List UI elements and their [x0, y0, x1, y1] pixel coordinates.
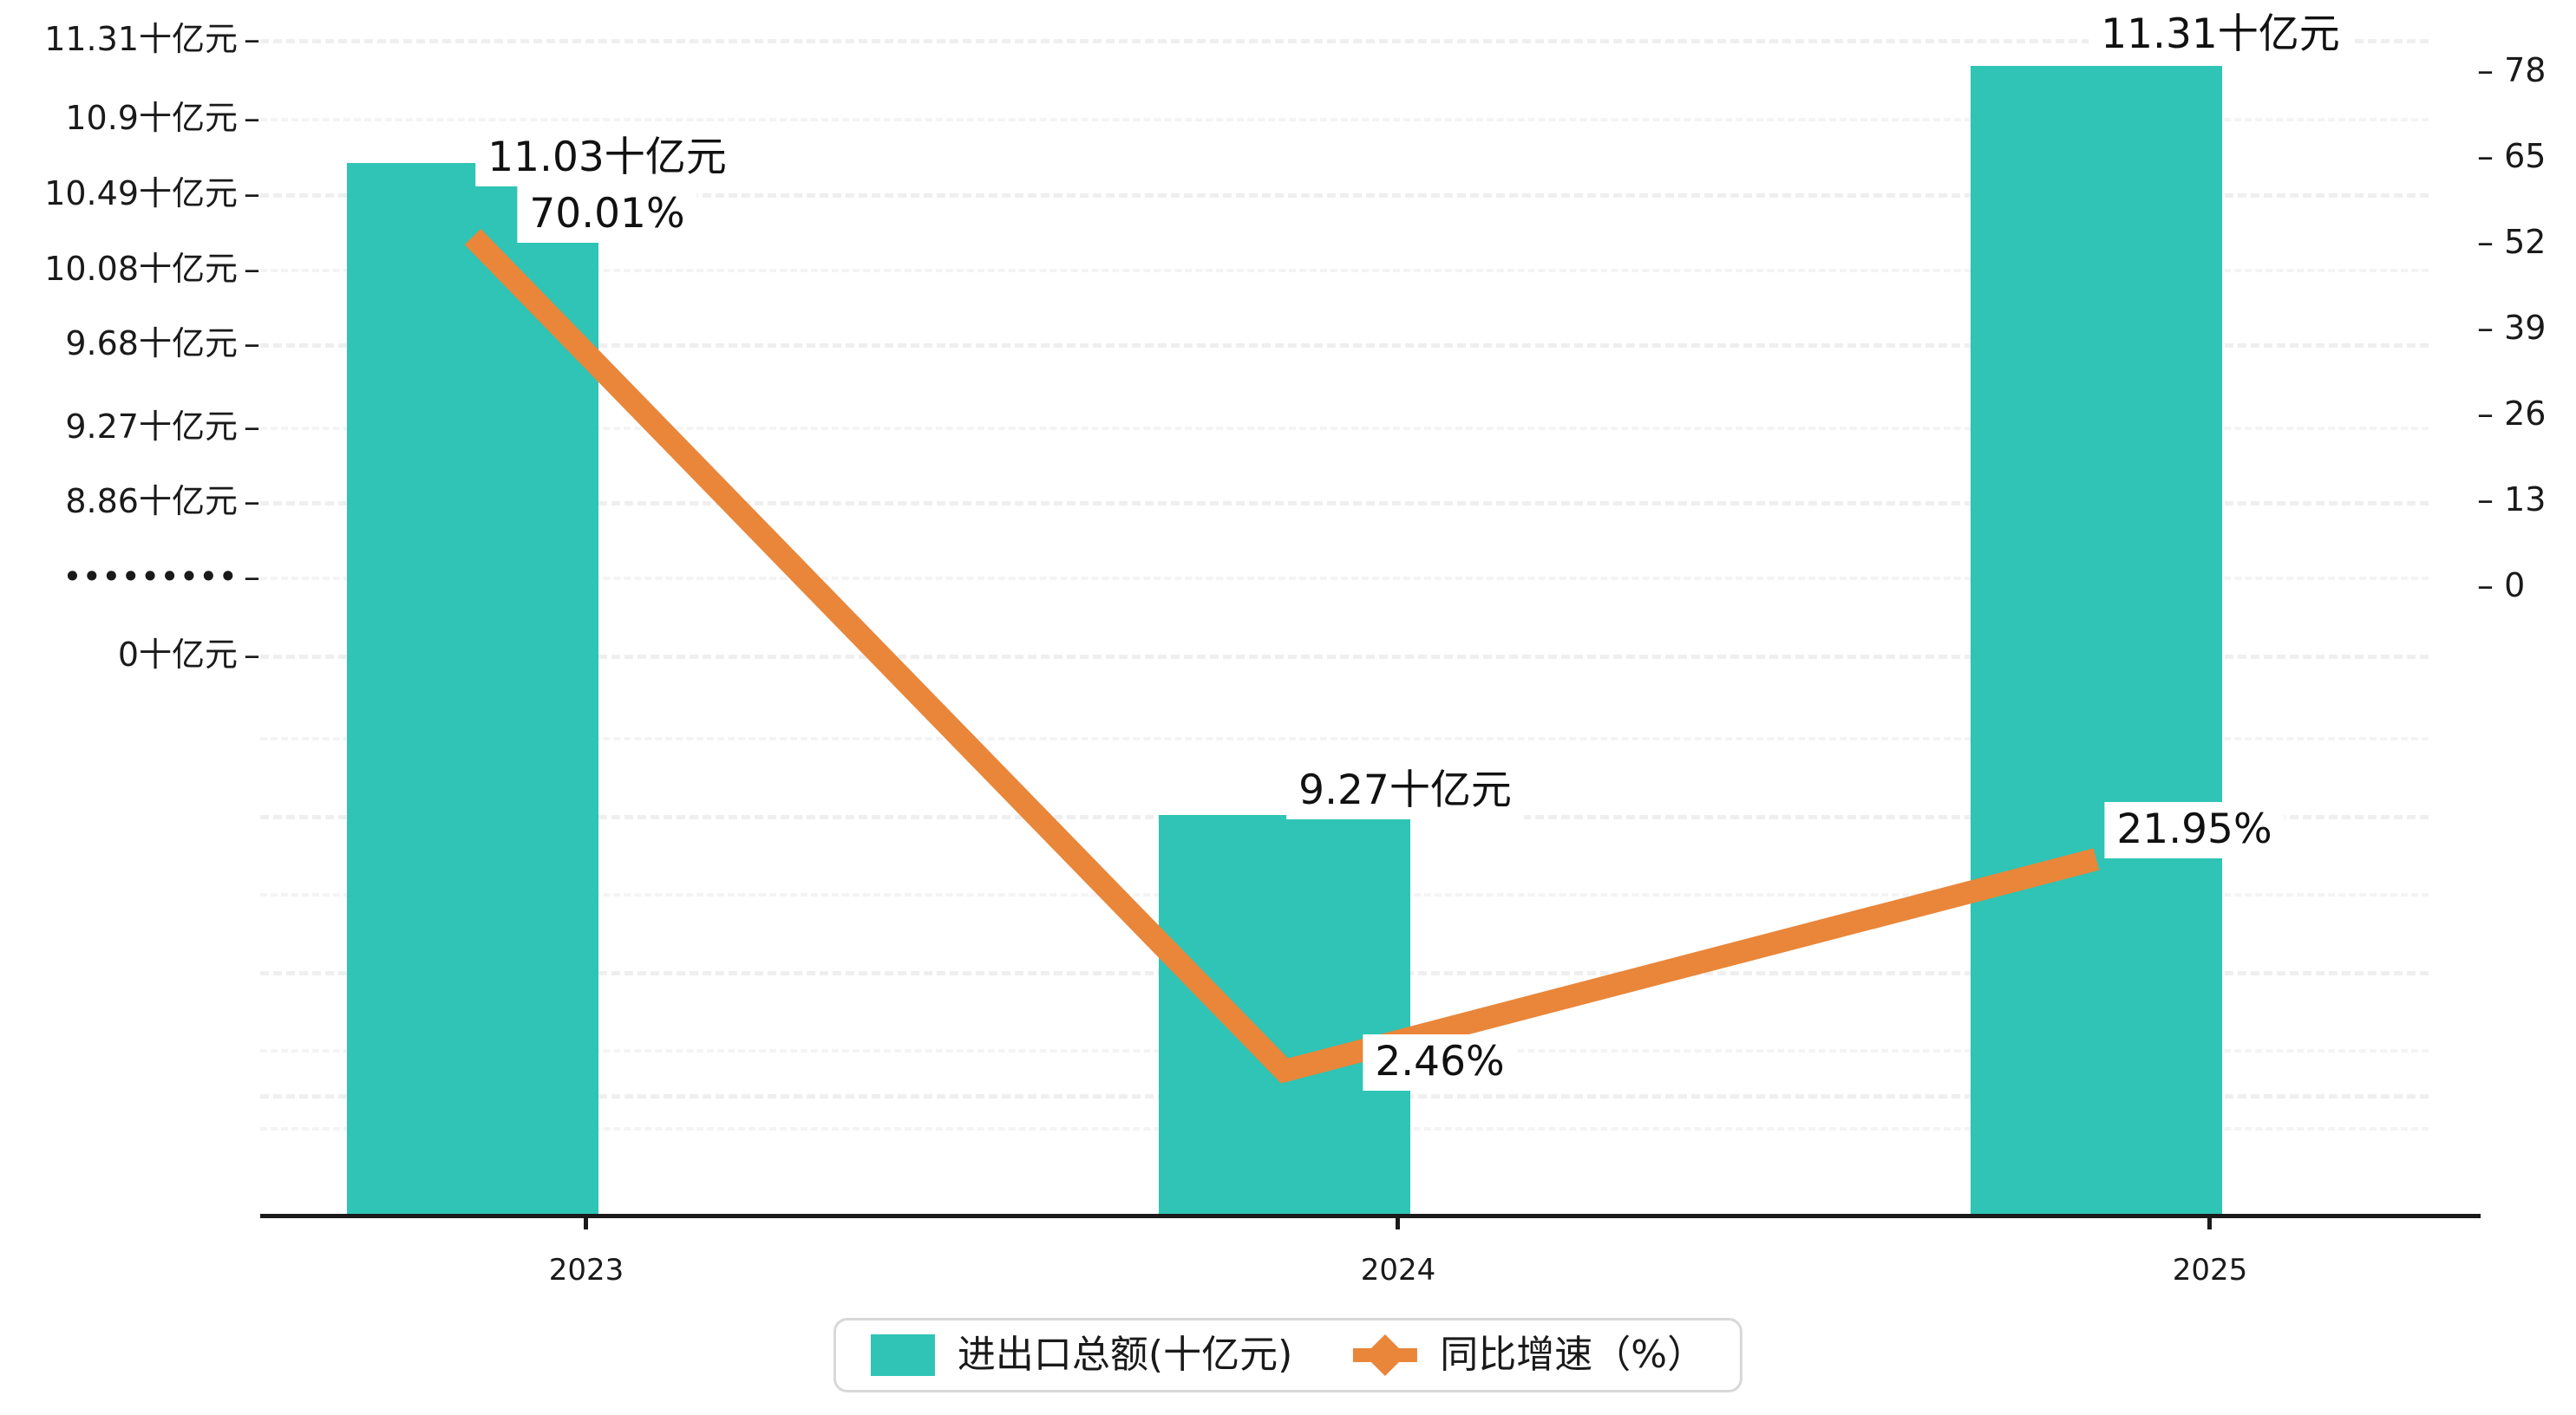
y-axis-right-tick: – 26 [2477, 395, 2547, 433]
x-axis-tickmark [1396, 1214, 1400, 1229]
y-axis-left-tick-break: ••••••••• – [62, 558, 260, 596]
y-axis-left-tick: 11.31十亿元 – [44, 20, 260, 58]
legend-item-line[interactable]: 同比增速（%） [1353, 1333, 1706, 1377]
x-axis-line [260, 1214, 2481, 1218]
x-axis-label-2023: 2023 [548, 1253, 624, 1288]
bar-2023[interactable] [347, 163, 598, 1214]
y-axis-left: 11.31十亿元 – 10.9十亿元 – 10.49十亿元 – 10.08十亿元… [0, 0, 260, 1415]
y-axis-right-tick: – 0 [2477, 566, 2526, 604]
x-axis-tickmark [2207, 1214, 2212, 1229]
legend-label-line: 同比增速（%） [1440, 1333, 1706, 1377]
x-axis-label-2025: 2025 [2172, 1253, 2248, 1288]
y-axis-left-tick: 10.9十亿元 – [65, 99, 260, 137]
x-axis-tickmark [584, 1214, 588, 1229]
y-axis-left-tick: 10.49十亿元 – [44, 174, 260, 212]
legend-item-bar[interactable]: 进出口总额(十亿元) [870, 1333, 1293, 1377]
bar-value-label-2024: 9.27十亿元 [1286, 763, 1524, 819]
line-value-label-2023: 70.01% [517, 186, 697, 243]
y-axis-left-tick: 8.86十亿元 – [65, 482, 260, 520]
y-axis-right: – 78 – 65 – 52 – 39 – 26 – 13 – 0 [2477, 0, 2576, 1415]
bar-value-label-2025: 11.31十亿元 [2089, 7, 2352, 63]
y-axis-left-tick: 9.27十亿元 – [65, 408, 260, 446]
line-value-label-2024: 2.46% [1363, 1034, 1517, 1091]
y-axis-right-tick: – 39 [2477, 309, 2547, 347]
bar-2025[interactable] [1971, 66, 2222, 1214]
y-axis-left-tick: 0十亿元 – [117, 636, 260, 674]
legend-swatch-line-diamond-icon [1353, 1333, 1418, 1377]
legend-swatch-square-icon [870, 1334, 935, 1376]
legend-label-bar: 进出口总额(十亿元) [957, 1333, 1293, 1377]
y-axis-right-tick: – 13 [2477, 480, 2547, 518]
y-axis-right-tick: – 52 [2477, 223, 2547, 261]
line-value-label-2025: 21.95% [2104, 802, 2285, 858]
y-axis-right-tick: – 78 [2477, 51, 2547, 89]
bar-value-label-2023: 11.03十亿元 [475, 130, 739, 186]
y-axis-right-tick: – 65 [2477, 137, 2547, 175]
y-axis-left-tick: 10.08十亿元 – [44, 250, 260, 288]
bar-2024[interactable] [1159, 815, 1410, 1214]
x-axis-label-2024: 2024 [1360, 1253, 1436, 1288]
y-axis-left-tick: 9.68十亿元 – [65, 324, 260, 362]
chart-legend: 进出口总额(十亿元) 同比增速（%） [833, 1318, 1743, 1392]
